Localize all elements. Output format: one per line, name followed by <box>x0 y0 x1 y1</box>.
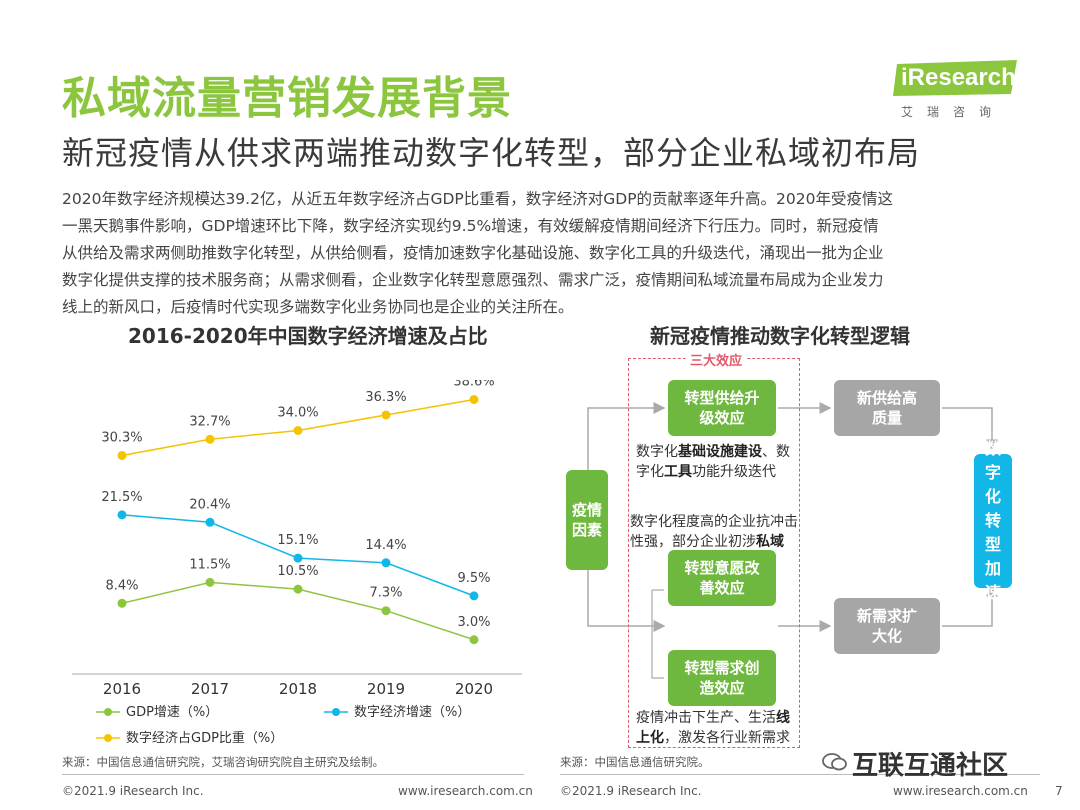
data-label: 3.0% <box>457 615 490 630</box>
demand-creation-effect-box: 转型需求创造效应 <box>668 650 776 706</box>
footer-url-right: www.iresearch.com.cn <box>893 784 1028 798</box>
demand-note: 疫情冲击下生产、生活线上化，激发各行业新需求 <box>636 710 790 746</box>
data-label: 20.4% <box>189 497 230 512</box>
footer-divider-left <box>62 774 524 775</box>
data-point <box>381 606 391 616</box>
supply-note: 数字化基础设施建设、数字化工具功能升级迭代 <box>636 444 790 480</box>
logo-brand: iResearch <box>901 64 1016 91</box>
data-label: 38.6% <box>453 380 494 389</box>
data-label: 11.5% <box>189 557 230 572</box>
intro-line: 数字化提供支撑的技术服务商；从需求侧看，企业数字化转型意愿强烈、需求广泛，疫情期… <box>62 271 884 289</box>
data-label: 14.4% <box>365 538 406 553</box>
wechat-icon <box>822 753 847 771</box>
footer-url-left: www.iresearch.com.cn <box>398 784 533 798</box>
x-tick-label: 2016 <box>103 680 141 698</box>
source-note-left: 来源：中国信息通信研究院，艾瑞咨询研究院自主研究及绘制。 <box>62 755 384 769</box>
data-point <box>293 584 303 594</box>
data-label: 21.5% <box>101 490 142 505</box>
legend-swatch-marker <box>332 708 340 716</box>
data-label: 9.5% <box>457 571 490 586</box>
page-title: 私域流量营销发展背景 <box>62 73 512 124</box>
data-point <box>117 450 127 460</box>
x-tick-label: 2018 <box>279 680 317 698</box>
data-point <box>381 410 391 420</box>
transformation-diagram: 三大效应 疫情因素 转型供给升级效应 数字化基础设施建设、数字化工具功能升级迭代… <box>560 350 1040 760</box>
effects-frame-label: 三大效应 <box>686 350 747 369</box>
legend-label: 数字经济占GDP比重（%） <box>126 730 283 746</box>
footer-copyright-right: ©2021.9 iResearch Inc. <box>560 784 702 798</box>
data-label: 10.5% <box>277 564 318 579</box>
watermark-text: 互联互通社区 <box>852 751 1009 781</box>
data-point <box>469 394 479 404</box>
page-subtitle: 新冠疫情从供求两端推动数字化转型，部分企业私域初布局 <box>62 134 921 172</box>
new-supply-box: 新供给高质量 <box>834 380 940 436</box>
data-point <box>293 553 303 563</box>
data-label: 8.4% <box>105 578 138 593</box>
resilience-note: 数字化程度高的企业抗冲击性强，部分企业初涉私域 <box>630 514 798 550</box>
chart-title: 2016-2020年中国数字经济增速及占比 <box>128 324 488 348</box>
new-demand-box: 新需求扩大化 <box>834 598 940 654</box>
data-label: 7.3% <box>369 586 402 601</box>
data-point <box>293 426 303 435</box>
data-label: 15.1% <box>277 533 318 548</box>
diagram-connectors <box>587 402 998 679</box>
data-label: 34.0% <box>277 406 318 421</box>
logo-subtext: 艾瑞咨询 <box>901 105 1006 119</box>
legend-label: 数字经济增速（%） <box>354 705 470 720</box>
footer-copyright-left: ©2021.9 iResearch Inc. <box>62 784 204 798</box>
x-tick-label: 2017 <box>191 680 229 698</box>
data-point <box>205 517 215 527</box>
supply-upgrade-effect-box: 转型供给升级效应 <box>668 380 776 436</box>
intro-line: 2020年数字经济规模达39.2亿，从近五年数字经济占GDP比重看，数字经济对G… <box>62 190 893 208</box>
data-label: 30.3% <box>101 430 142 445</box>
data-point <box>117 510 127 520</box>
data-point <box>381 558 391 568</box>
data-point <box>469 591 479 601</box>
legend-swatch-marker <box>104 708 112 716</box>
source-note-right: 来源：中国信息通信研究院。 <box>560 755 710 769</box>
line-chart: 8.4% 11.5% 10.5% 7.3% 3.0% 21.5% 20.4% 15.1% 14.… <box>72 380 522 746</box>
intro-line: 从供给及需求两侧助推数字化转型，从供给侧看，疫情加速数字化基础设施、数字化工具的… <box>62 244 884 262</box>
data-point <box>205 577 215 587</box>
data-point <box>117 598 127 608</box>
footer-divider-right <box>560 774 1040 775</box>
logo-badge <box>893 60 1017 96</box>
digital-acceleration-box: 数字化转型加速 <box>974 439 1012 602</box>
diagram-title: 新冠疫情推动数字化转型逻辑 <box>650 324 910 348</box>
x-tick-label: 2020 <box>455 680 493 698</box>
page-number: 7 <box>1055 784 1063 798</box>
data-point <box>205 434 215 444</box>
epidemic-factor-box: 疫情因素 <box>566 470 608 570</box>
intro-line: 线上的新风口，后疫情时代实现多端数字化业务协同也是企业的关注所在。 <box>62 298 574 316</box>
willingness-effect-box: 转型意愿改善效应 <box>668 550 776 606</box>
intro-paragraph: 2020年数字经济规模达39.2亿，从近五年数字经济占GDP比重看，数字经济对G… <box>62 186 1022 321</box>
data-label: 36.3% <box>365 390 406 405</box>
iresearch-logo: iResearch 艾瑞咨询 <box>893 60 1023 120</box>
legend-label: GDP增速（%） <box>126 705 218 720</box>
intro-line: 一黑天鹅事件影响，GDP增速环比下降，数字经济实现约9.5%增速，有效缓解疫情期… <box>62 217 879 235</box>
x-tick-label: 2019 <box>367 680 405 698</box>
data-point <box>469 635 479 645</box>
legend-swatch-marker <box>104 734 112 742</box>
data-label: 32.7% <box>189 414 230 429</box>
